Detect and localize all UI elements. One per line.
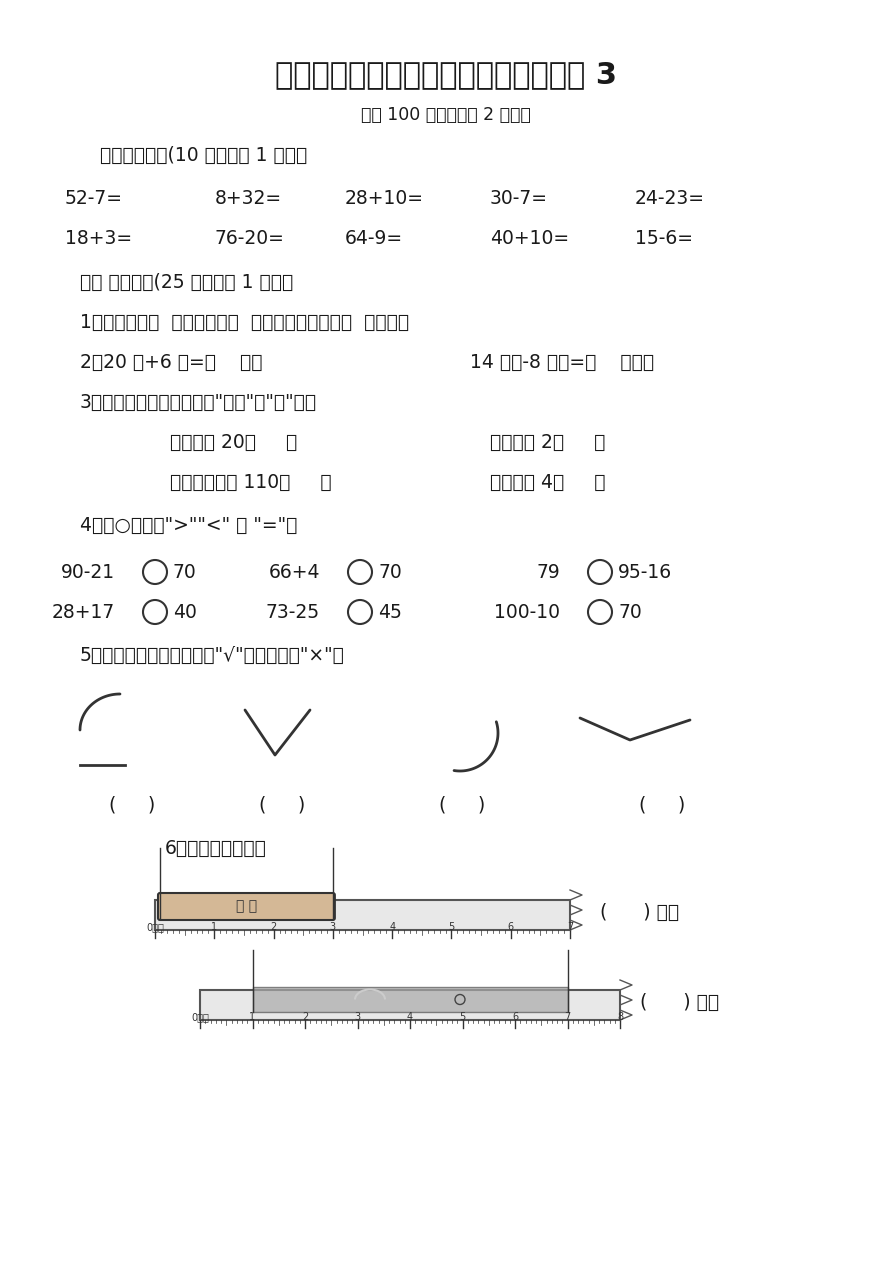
Text: 24-23=: 24-23= bbox=[635, 188, 705, 207]
FancyBboxPatch shape bbox=[158, 893, 334, 920]
Text: 90-21: 90-21 bbox=[61, 563, 115, 582]
Text: 5: 5 bbox=[459, 1012, 466, 1022]
Text: 黑板约长 4（     ）: 黑板约长 4（ ） bbox=[490, 472, 606, 491]
Text: 2、20 米+6 米=（    ）米: 2、20 米+6 米=（ ）米 bbox=[80, 352, 262, 371]
Text: 0厘米: 0厘米 bbox=[191, 1012, 209, 1022]
Text: 100-10: 100-10 bbox=[494, 602, 560, 621]
Text: 76-20=: 76-20= bbox=[215, 228, 285, 247]
Text: 一、我会算。(10 分，每空 1 分。）: 一、我会算。(10 分，每空 1 分。） bbox=[100, 145, 307, 164]
Text: (: ( bbox=[638, 795, 646, 814]
Text: 64-9=: 64-9= bbox=[345, 228, 403, 247]
Text: 小朋友大约高 110（     ）: 小朋友大约高 110（ ） bbox=[170, 472, 332, 491]
Text: 1: 1 bbox=[211, 923, 218, 933]
Text: 79: 79 bbox=[536, 563, 560, 582]
Bar bbox=[155, 900, 570, 930]
Text: 6、看尺子写长度。: 6、看尺子写长度。 bbox=[165, 838, 267, 857]
Text: 4: 4 bbox=[407, 1012, 413, 1022]
Text: ): ) bbox=[148, 795, 155, 814]
Text: 橡 皮: 橡 皮 bbox=[235, 900, 257, 914]
Text: 70: 70 bbox=[378, 563, 401, 582]
Text: 8: 8 bbox=[617, 1012, 624, 1022]
Text: 1: 1 bbox=[250, 1012, 256, 1022]
Text: （共 100 分，含卷面 2 分。）: （共 100 分，含卷面 2 分。） bbox=[361, 106, 531, 124]
Text: ): ) bbox=[678, 795, 685, 814]
Text: 45: 45 bbox=[378, 602, 402, 621]
Text: 7: 7 bbox=[567, 923, 574, 933]
Text: 3: 3 bbox=[354, 1012, 360, 1022]
Text: 3: 3 bbox=[330, 923, 336, 933]
Text: (: ( bbox=[258, 795, 266, 814]
Text: 14 厘米-8 厘米=（    ）厘米: 14 厘米-8 厘米=（ ）厘米 bbox=[470, 352, 654, 371]
Text: (      ) 厘米: ( ) 厘米 bbox=[600, 902, 679, 921]
Text: (: ( bbox=[108, 795, 115, 814]
Text: 鞋大约长 20（     ）: 鞋大约长 20（ ） bbox=[170, 433, 297, 452]
Text: 6: 6 bbox=[512, 1012, 518, 1022]
Text: 4: 4 bbox=[389, 923, 395, 933]
Text: 新人教版小学二年级上册数学期中试题 3: 新人教版小学二年级上册数学期中试题 3 bbox=[275, 61, 617, 90]
Text: 2: 2 bbox=[301, 1012, 308, 1022]
Text: 70: 70 bbox=[173, 563, 197, 582]
Text: 3、填上合适的长度单位（"厘米"或"米"）。: 3、填上合适的长度单位（"厘米"或"米"）。 bbox=[80, 392, 318, 411]
Bar bbox=[200, 989, 620, 1020]
Text: 2: 2 bbox=[270, 923, 277, 933]
Text: 73-25: 73-25 bbox=[266, 602, 320, 621]
Text: (      ) 厘米: ( ) 厘米 bbox=[640, 992, 719, 1012]
Text: 5、下面的图形中是角的打"√"，不是的打"×"。: 5、下面的图形中是角的打"√"，不是的打"×"。 bbox=[80, 645, 345, 665]
Text: 6: 6 bbox=[508, 923, 514, 933]
Text: 0厘米: 0厘米 bbox=[146, 923, 164, 933]
Text: 15-6=: 15-6= bbox=[635, 228, 693, 247]
Text: 40+10=: 40+10= bbox=[490, 228, 569, 247]
Text: 5: 5 bbox=[449, 923, 455, 933]
Text: 40: 40 bbox=[173, 602, 197, 621]
Text: 52-7=: 52-7= bbox=[65, 188, 123, 207]
Text: 4、在○里填上">""<" 或 "="。: 4、在○里填上">""<" 或 "="。 bbox=[80, 515, 297, 535]
Text: (: ( bbox=[438, 795, 445, 814]
Bar bbox=[252, 987, 567, 1012]
Text: 28+10=: 28+10= bbox=[345, 188, 424, 207]
Text: 二、 我会填。(25 分，每空 1 分。）: 二、 我会填。(25 分，每空 1 分。） bbox=[80, 273, 293, 292]
Text: 66+4: 66+4 bbox=[268, 563, 320, 582]
Text: 床大约长 2（     ）: 床大约长 2（ ） bbox=[490, 433, 606, 452]
Text: 8+32=: 8+32= bbox=[215, 188, 282, 207]
Text: 30-7=: 30-7= bbox=[490, 188, 548, 207]
Text: ): ) bbox=[298, 795, 305, 814]
Text: 18+3=: 18+3= bbox=[65, 228, 132, 247]
Text: 1、一个角有（  ）个顶点和（  ）条边，正方形有（  ）个角。: 1、一个角有（ ）个顶点和（ ）条边，正方形有（ ）个角。 bbox=[80, 313, 409, 332]
Text: 70: 70 bbox=[618, 602, 641, 621]
Text: ): ) bbox=[478, 795, 485, 814]
Text: 7: 7 bbox=[565, 1012, 571, 1022]
Text: 95-16: 95-16 bbox=[618, 563, 673, 582]
Text: 28+17: 28+17 bbox=[52, 602, 115, 621]
